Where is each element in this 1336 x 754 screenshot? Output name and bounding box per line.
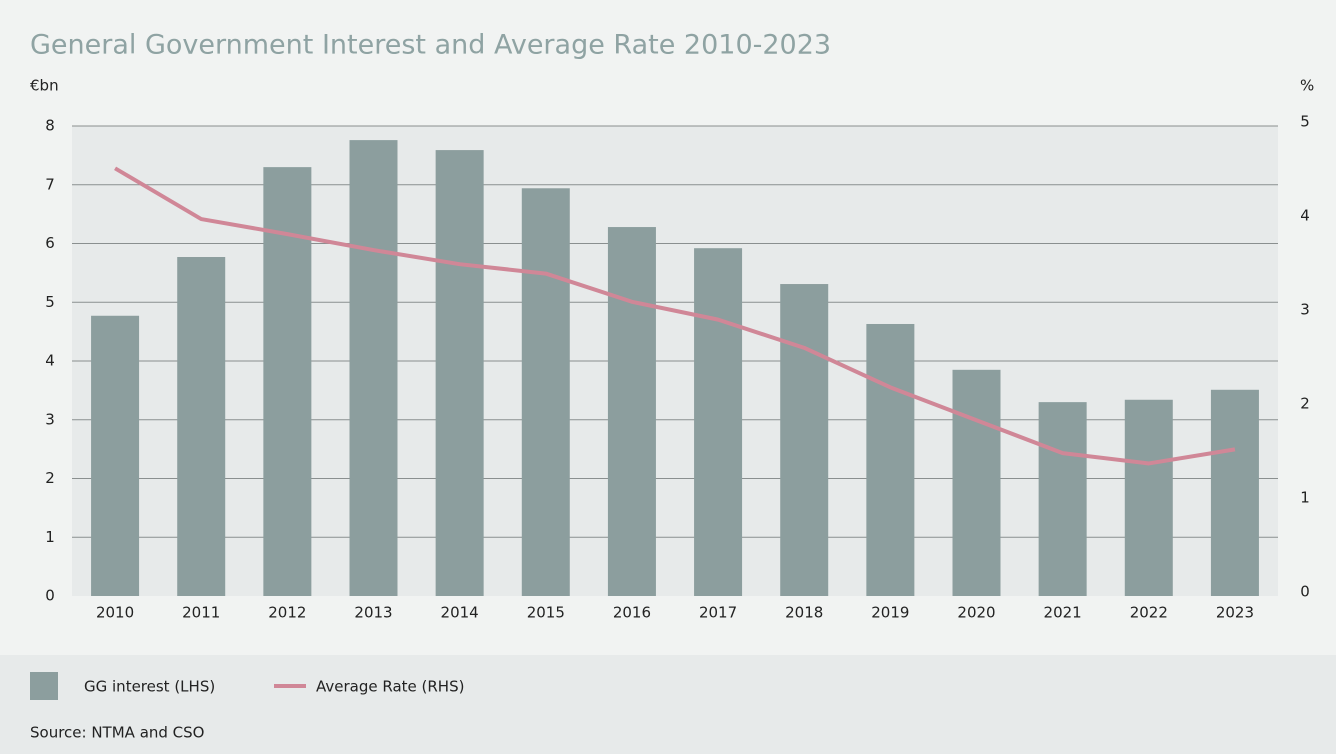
bar — [435, 150, 484, 596]
y2-tick-label: 5 — [1300, 113, 1310, 131]
y-tick-label: 0 — [45, 587, 55, 605]
y2-axis-label: % — [1300, 77, 1314, 95]
bar — [607, 227, 656, 597]
y-tick-label: 4 — [45, 352, 55, 370]
y-axis-label: €bn — [30, 77, 59, 95]
x-tick-label: 2015 — [527, 604, 565, 622]
x-tick-label: 2017 — [699, 604, 737, 622]
legend-label: GG interest (LHS) — [84, 678, 215, 696]
y-tick-label: 2 — [45, 469, 55, 487]
bar — [1210, 389, 1259, 596]
source: Source: NTMA and CSO — [30, 724, 205, 742]
x-tick-label: 2013 — [354, 604, 392, 622]
bar — [349, 140, 398, 596]
bar — [866, 323, 915, 596]
y-tick-label: 8 — [45, 117, 55, 135]
x-tick-label: 2014 — [441, 604, 479, 622]
line — [114, 166, 1236, 466]
bar — [91, 315, 140, 596]
y2-tick-label: 4 — [1300, 207, 1310, 225]
y2-tick-label: 0 — [1300, 583, 1310, 601]
legend-label: Average Rate (RHS) — [316, 678, 464, 696]
y2-tick-label: 3 — [1300, 301, 1310, 319]
x-tick-label: 2018 — [785, 604, 823, 622]
bar — [1038, 402, 1087, 596]
bar — [694, 248, 743, 596]
y-tick-label: 6 — [45, 234, 55, 252]
x-tick-label: 2010 — [96, 604, 134, 622]
bar — [952, 369, 1001, 596]
bar — [177, 257, 226, 596]
x-tick-label: 2022 — [1130, 604, 1168, 622]
x-tick-label: 2019 — [871, 604, 909, 622]
x-tick-label: 2012 — [268, 604, 306, 622]
y-tick-label: 3 — [45, 410, 55, 428]
y2-tick-label: 1 — [1300, 489, 1310, 507]
y-tick-label: 7 — [45, 175, 55, 193]
x-tick-label: 2021 — [1044, 604, 1082, 622]
legend-background — [0, 655, 1336, 754]
x-tick-label: 2020 — [957, 604, 995, 622]
y-tick-label: 1 — [45, 528, 55, 546]
bar — [1124, 399, 1173, 596]
bar — [521, 188, 570, 596]
chart-title: General Government Interest and Average … — [30, 30, 831, 61]
bar — [780, 284, 829, 596]
legend-swatch — [30, 672, 58, 700]
x-tick-label: 2016 — [613, 604, 651, 622]
x-tick-label: 2023 — [1216, 604, 1254, 622]
y2-tick-label: 2 — [1300, 395, 1310, 413]
x-tick-label: 2011 — [182, 604, 220, 622]
y-tick-label: 5 — [45, 293, 55, 311]
